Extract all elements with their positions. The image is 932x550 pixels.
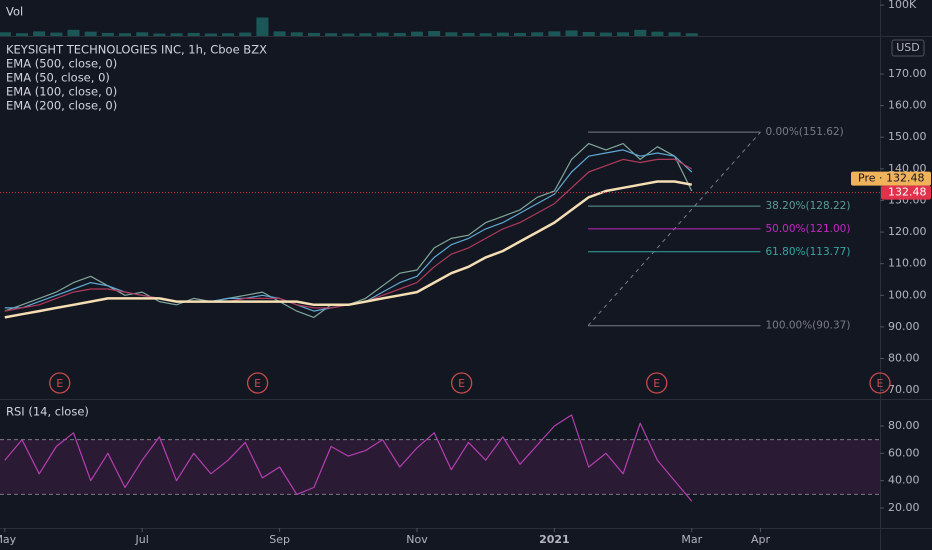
y-tick-label: 60.00 [888,446,920,459]
volume-bar [428,31,441,36]
rsi-band [0,439,880,495]
volume-bar [290,32,303,36]
y-tick-label: 90.00 [888,320,920,333]
y-tick-label: 40.00 [888,474,920,487]
volume-bar [136,32,149,36]
volume-bar [119,33,132,36]
volume-bar [651,31,664,36]
volume-bar [307,32,320,36]
volume-bar [514,32,527,36]
y-tick-label: 170.00 [888,67,927,80]
volume-bar [548,31,561,36]
volume-bar [239,32,252,36]
x-tick-label: Apr [751,533,771,546]
pane-title: Vol [6,5,23,19]
currency-box [891,39,925,57]
volume-bar [410,31,423,36]
earnings-marker [49,372,71,394]
currency-label: USD [896,41,920,54]
volume-bar [668,32,681,36]
volume-bar [204,33,217,36]
volume-bar [479,33,492,36]
volume-bar [599,32,612,36]
pane-title: RSI (14, close) [6,405,89,419]
volume-bar [325,33,338,36]
x-tick-label: Sep [269,533,290,546]
y-tick-label: 120.00 [888,225,927,238]
x-tick-label: Jul [135,533,149,546]
volume-bar [496,32,509,36]
y-tick-label: 140.00 [888,162,927,175]
y-tick-label: 20.00 [888,501,920,514]
y-tick-label: 80.00 [888,419,920,432]
volume-bar [15,33,28,36]
price-tag-label: 132.48 [888,186,927,199]
price-tag-label: Pre · 132.48 [858,172,924,185]
earnings-label: E [877,377,884,390]
earnings-marker [869,372,891,394]
volume-bar [565,30,578,36]
x-tick-label: 2021 [539,533,570,546]
legend-entry: EMA (100, close, 0) [6,85,117,99]
y-tick-label: 100K [888,0,917,11]
volume-bar [376,32,389,36]
volume-bar [634,29,647,36]
earnings-marker [646,372,668,394]
volume-bar [187,32,200,36]
y-tick-label: 160.00 [888,99,927,112]
volume-bar [101,32,114,36]
price-tag [851,171,931,186]
earnings-label: E [653,377,660,390]
earnings-label: E [56,377,63,390]
earnings-marker [450,372,473,394]
earnings-label: E [458,377,465,390]
volume-bar [33,31,46,36]
volume-bar [84,31,97,36]
volume-bar [50,32,63,36]
volume-bar [617,32,630,36]
price-tag [881,185,931,200]
series-line [4,414,693,502]
y-tick-label: 80.00 [888,351,920,364]
fib-label: 38.20%(128.22) [765,200,850,212]
volume-bar [153,33,166,36]
fib-label: 50.00%(121.00) [765,223,850,235]
legend-entry: EMA (500, close, 0) [6,57,117,71]
volume-bar [170,33,183,36]
fib-label: 0.00%(151.62) [765,126,843,138]
volume-bar [582,31,595,36]
volume-bar [342,33,355,36]
earnings-label: E [254,377,261,390]
volume-bar [359,33,372,36]
volume-bar [393,32,406,36]
volume-bar [0,32,11,36]
fib-label: 61.80%(113.77) [765,246,850,258]
y-tick-label: 100.00 [888,288,927,301]
fib-label: 100.00%(90.37) [765,320,850,332]
volume-bar [273,31,286,36]
volume-bar [256,17,269,36]
volume-bar [222,33,235,36]
volume-bar [67,29,80,36]
y-tick-label: 110.00 [888,257,927,270]
volume-bar [462,32,475,36]
legend-entry: EMA (50, close, 0) [6,71,110,85]
volume-bar [685,33,698,36]
volume-bar [445,32,458,36]
y-tick-label: 70.00 [888,383,920,396]
x-tick-label: Mar [681,533,702,546]
x-tick-label: Nov [406,533,428,546]
pane-title: KEYSIGHT TECHNOLOGIES INC, 1h, Cboe BZX [6,43,267,57]
earnings-marker [246,372,269,394]
x-tick-label: May [0,533,17,546]
y-tick-label: 150.00 [888,130,927,143]
volume-bar [531,32,544,36]
legend-entry: EMA (200, close, 0) [6,99,117,113]
series-line [4,180,693,319]
